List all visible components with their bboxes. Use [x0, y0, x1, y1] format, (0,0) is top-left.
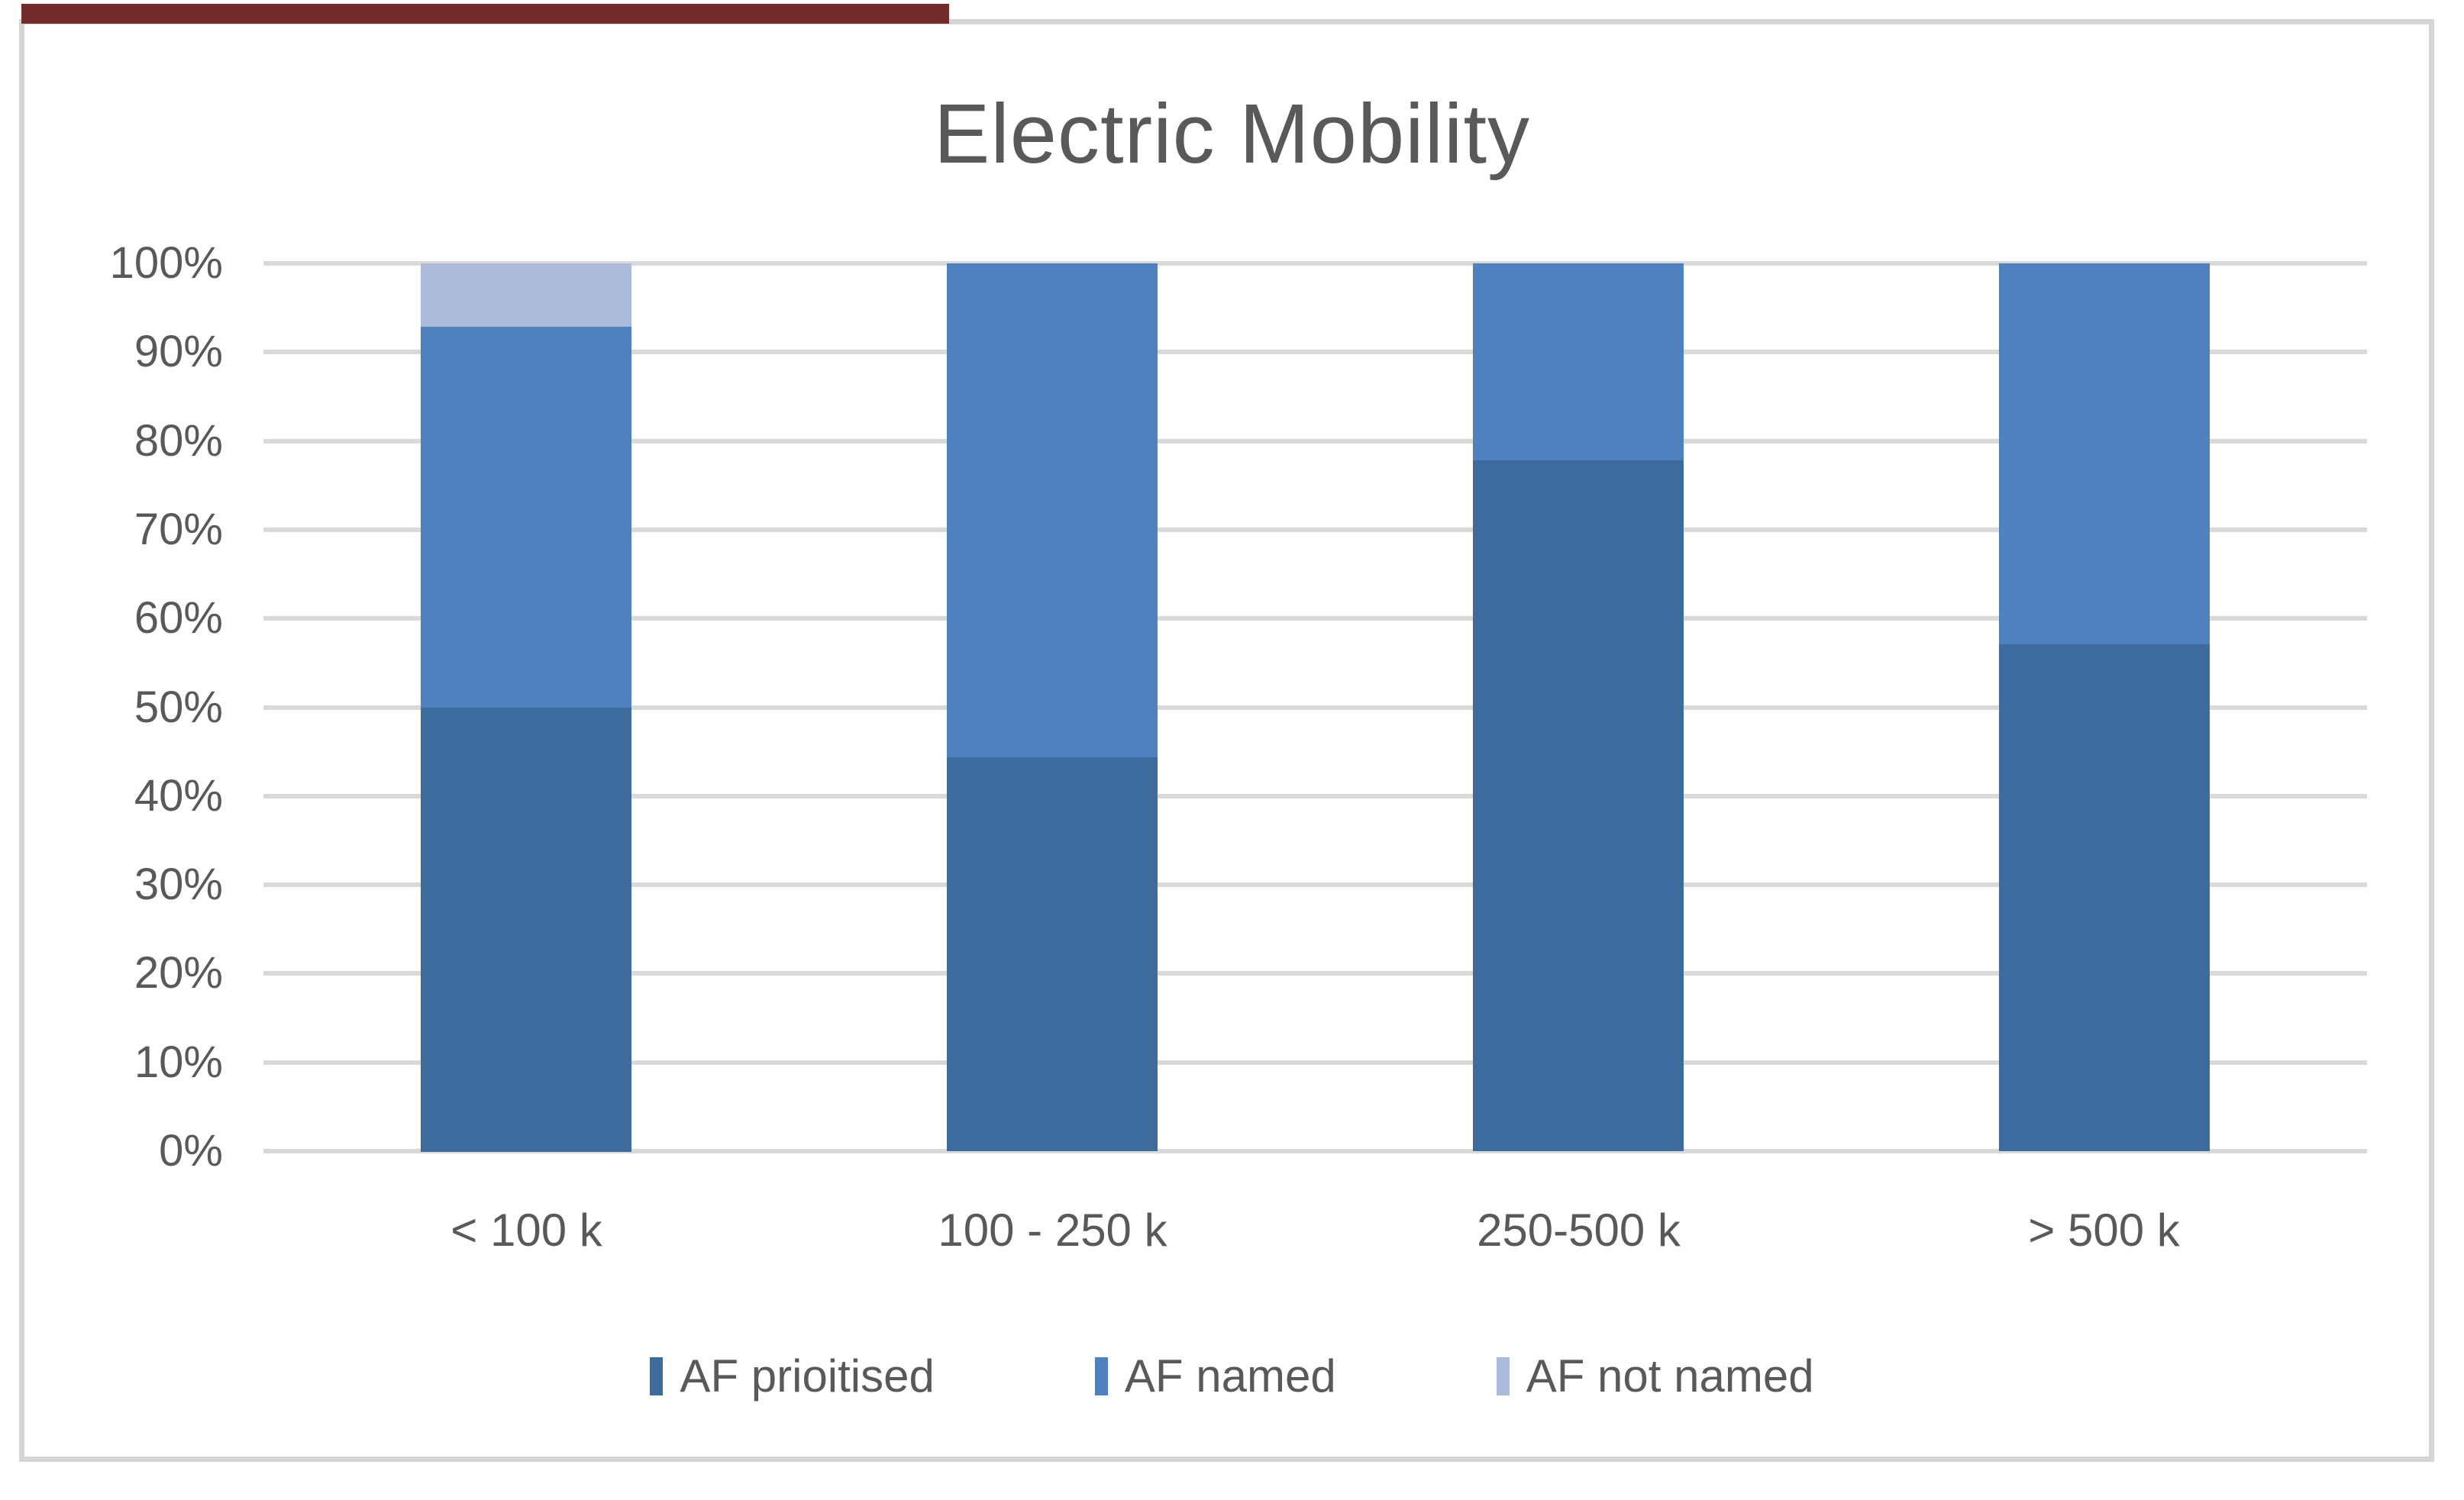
- gridline: [263, 527, 2367, 532]
- y-tick-label: 90%: [134, 327, 223, 376]
- bar-segment: [421, 327, 631, 708]
- legend-label: AF not named: [1526, 1350, 1814, 1402]
- legend-marker-icon: [650, 1357, 664, 1395]
- y-tick-label: 100%: [109, 238, 223, 288]
- legend-marker-icon: [1496, 1357, 1510, 1395]
- bar-segment: [947, 757, 1158, 1151]
- bar-segment: [1473, 460, 1684, 1151]
- legend-marker-icon: [1094, 1357, 1108, 1395]
- y-tick-label: 50%: [134, 682, 223, 732]
- y-tick-label: 60%: [134, 593, 223, 643]
- gridline: [263, 1149, 2367, 1153]
- top-red-strip: [21, 4, 949, 24]
- gridline: [263, 261, 2367, 266]
- x-category-label: 100 - 250 k: [938, 1205, 1167, 1256]
- gridline: [263, 794, 2367, 798]
- gridline: [263, 350, 2367, 354]
- y-tick-label: 80%: [134, 416, 223, 466]
- x-category-label: < 100 k: [450, 1205, 602, 1256]
- gridline: [263, 882, 2367, 887]
- chart-title: Electric Mobility: [933, 87, 1531, 181]
- gridline: [263, 971, 2367, 976]
- y-tick-label: 70%: [134, 505, 223, 554]
- y-tick-label: 20%: [134, 948, 223, 998]
- gridline: [263, 1060, 2367, 1065]
- y-tick-label: 40%: [134, 771, 223, 821]
- bar-segment: [947, 263, 1158, 757]
- y-tick-label: 10%: [134, 1037, 223, 1087]
- x-category-label: 250-500 k: [1477, 1205, 1681, 1256]
- bar-segment: [421, 708, 631, 1152]
- legend-label: AF named: [1124, 1350, 1336, 1402]
- legend-item: AF not named: [1496, 1350, 1814, 1403]
- gridline: [263, 705, 2367, 710]
- x-category-label: > 500 k: [2028, 1205, 2180, 1256]
- bar-segment: [1999, 263, 2210, 644]
- gridline: [263, 439, 2367, 444]
- y-tick-label: 0%: [159, 1126, 223, 1176]
- legend-item: AF named: [1094, 1350, 1336, 1403]
- bar-segment: [421, 263, 631, 327]
- legend-item: AF prioitised: [650, 1350, 935, 1403]
- chart-legend: AF prioitised AF named AF not named: [0, 1342, 2464, 1411]
- legend-label: AF prioitised: [680, 1350, 935, 1402]
- gridline: [263, 616, 2367, 621]
- y-tick-label: 30%: [134, 860, 223, 909]
- bar-segment: [1473, 263, 1684, 460]
- bar-segment: [1999, 644, 2210, 1151]
